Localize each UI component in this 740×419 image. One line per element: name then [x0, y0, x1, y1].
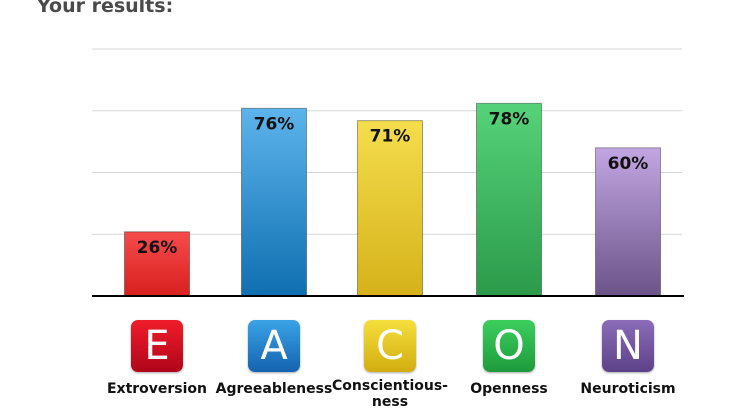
- bar-extroversion: [124, 231, 190, 297]
- trait-letter-tile: N: [602, 320, 654, 372]
- bar-value-label: 78%: [489, 109, 530, 129]
- trait-letter-tile: C: [364, 320, 416, 372]
- trait-name-label: Neuroticism: [580, 381, 676, 397]
- bar-value-label: 71%: [370, 127, 411, 147]
- bar-value-label: 26%: [137, 238, 178, 258]
- bar-agreeableness: [241, 107, 307, 297]
- trait-letter-tile: E: [131, 320, 183, 372]
- bar-openness: [476, 102, 542, 297]
- bar-value-label: 60%: [608, 154, 649, 174]
- bar-value-label: 76%: [254, 114, 295, 134]
- trait-name-label: Conscientious-ness: [332, 378, 448, 410]
- trait-letter-tile: O: [483, 320, 535, 372]
- results-heading: Your results:: [37, 0, 174, 17]
- trait-letter-tile: A: [248, 320, 300, 372]
- bar-neuroticism: [595, 147, 661, 297]
- trait-name-label: Openness: [470, 381, 548, 397]
- trait-name-label: Agreeableness: [215, 381, 333, 397]
- bar-conscientiousness: [357, 120, 423, 297]
- trait-name-label: Extroversion: [106, 381, 208, 397]
- results-bar-chart: 26% 76% 71% 78% 60%: [92, 48, 684, 297]
